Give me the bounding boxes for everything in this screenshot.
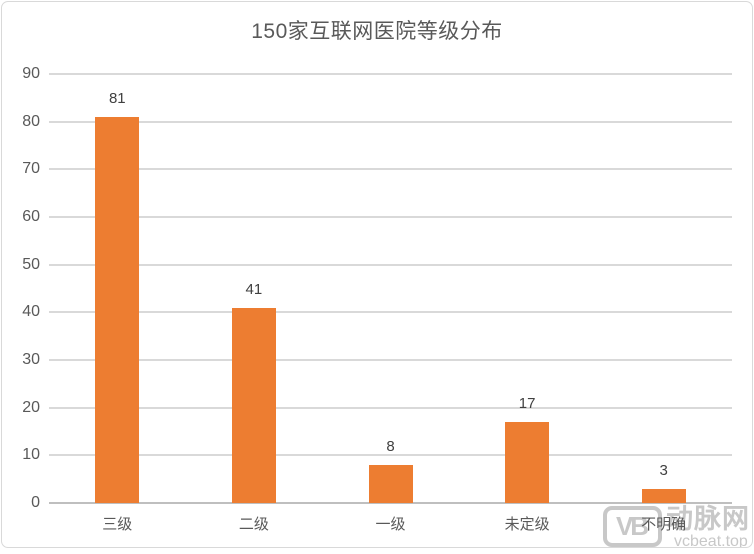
- y-tick-label-80: 80: [22, 112, 40, 130]
- watermark: VB 动脉网 vcbeat.top: [603, 506, 750, 548]
- gridline-90: [49, 73, 732, 75]
- x-axis-label-一级: 一级: [375, 516, 406, 533]
- watermark-brand: 动脉网: [666, 504, 750, 534]
- gridline-50: [49, 263, 732, 266]
- y-tick-label-10: 10: [22, 446, 40, 464]
- y-tick-label-70: 70: [22, 160, 40, 178]
- gridline-40: [49, 311, 732, 314]
- y-tick-label-60: 60: [22, 208, 40, 225]
- gridline-20: [49, 406, 732, 409]
- gridline-80: [49, 120, 732, 123]
- plot-area: 81 41 8 17 3: [49, 73, 732, 504]
- bar-一级: [368, 464, 413, 503]
- y-tick-label-40: 40: [22, 303, 40, 321]
- y-tick-label-0: 0: [31, 494, 40, 511]
- bar-value-label-一级: 8: [386, 437, 395, 455]
- x-axis-label-不明确: 不明确: [641, 516, 687, 533]
- x-axis-label-二级: 二级: [238, 516, 269, 533]
- vcbeat-logo-icon: VB: [603, 506, 662, 547]
- y-tick-label-30: 30: [22, 351, 40, 368]
- x-axis-label-三级: 三级: [102, 516, 133, 533]
- y-tick-label-90: 90: [22, 65, 40, 82]
- gridline-10: [49, 454, 732, 457]
- gridline-60: [49, 216, 732, 218]
- bar-value-label-二级: 41: [245, 280, 263, 298]
- watermark-text: 动脉网 vcbeat.top: [666, 506, 750, 548]
- y-tick-label-20: 20: [22, 398, 40, 416]
- bar-value-label-未定级: 17: [518, 394, 536, 412]
- watermark-site: vcbeat.top: [674, 533, 748, 548]
- y-tick-label-50: 50: [22, 255, 40, 273]
- gridline-70: [49, 168, 732, 171]
- x-axis-line: [49, 502, 732, 504]
- vcbeat-logo-monogram: VB: [615, 511, 649, 541]
- bar-三级: [95, 116, 140, 503]
- bar-value-label-三级: 81: [108, 89, 126, 107]
- gridline-30: [49, 359, 732, 361]
- bar-不明确: [641, 488, 686, 503]
- bar-二级: [231, 307, 276, 503]
- chart-title: 150家互联网医院等级分布: [251, 20, 503, 43]
- x-axis-label-未定级: 未定级: [504, 516, 550, 533]
- bar-未定级: [505, 421, 550, 503]
- bar-value-label-不明确: 3: [659, 461, 668, 479]
